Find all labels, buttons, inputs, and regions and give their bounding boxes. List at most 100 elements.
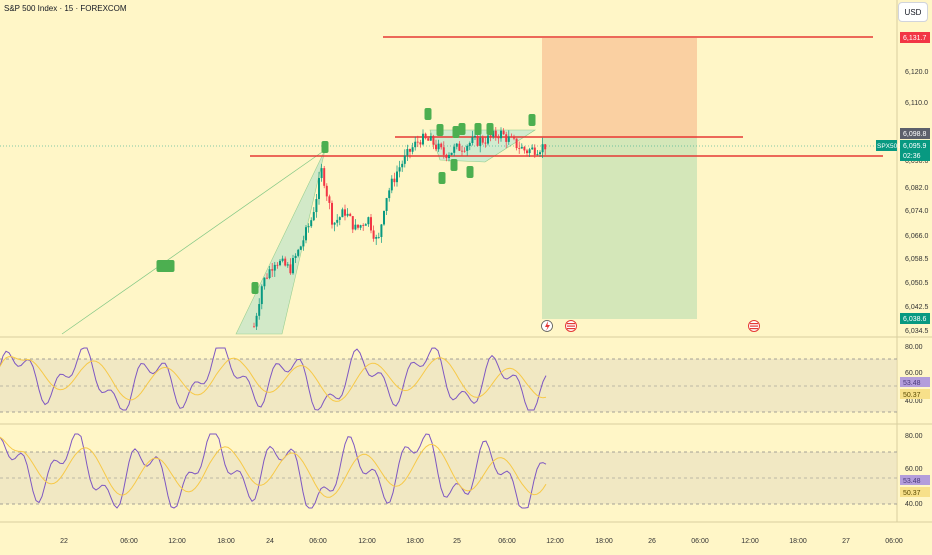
candle[interactable] [279, 260, 281, 266]
candle[interactable] [453, 146, 456, 153]
candle[interactable] [338, 217, 341, 220]
candle[interactable] [471, 137, 474, 144]
candle[interactable] [297, 249, 300, 256]
candle[interactable] [479, 137, 482, 146]
candle[interactable] [346, 213, 349, 216]
candle[interactable] [302, 240, 305, 247]
candle[interactable] [531, 147, 534, 150]
candle[interactable] [284, 258, 287, 266]
candle[interactable] [520, 146, 523, 149]
candle[interactable] [372, 230, 375, 239]
candle[interactable] [528, 149, 531, 154]
candle[interactable] [518, 148, 521, 149]
candle[interactable] [328, 196, 331, 203]
candle[interactable] [320, 168, 323, 179]
candle[interactable] [307, 226, 310, 228]
candle[interactable] [294, 255, 297, 258]
candle[interactable] [255, 315, 258, 327]
candle[interactable] [273, 264, 276, 271]
candle[interactable] [312, 212, 315, 221]
us-flag-event-icon[interactable] [748, 320, 760, 332]
candle[interactable] [539, 152, 541, 155]
candle[interactable] [458, 143, 461, 151]
candle[interactable] [474, 135, 476, 138]
candle[interactable] [281, 258, 284, 261]
candle[interactable] [354, 224, 357, 230]
candle[interactable] [463, 150, 466, 152]
candle[interactable] [390, 178, 393, 191]
candle[interactable] [260, 286, 263, 305]
candle[interactable] [383, 210, 385, 225]
rsi-axis-2[interactable]: 80.00 60.00 40.00 53.48 50.37 [900, 433, 930, 508]
price-axis[interactable]: 6,120.0 6,110.0 6,090.0 6,082.0 6,074.0 … [905, 69, 928, 335]
candle[interactable] [268, 269, 271, 279]
candle[interactable] [487, 135, 489, 144]
candle[interactable] [429, 136, 432, 141]
candle[interactable] [461, 150, 463, 152]
candle[interactable] [362, 225, 365, 226]
candle[interactable] [385, 198, 388, 211]
candle[interactable] [398, 167, 401, 172]
rsi-line-1[interactable] [0, 347, 547, 411]
candle[interactable] [271, 269, 274, 271]
candle[interactable] [466, 145, 469, 151]
rsi-ma-line-1[interactable] [0, 356, 547, 402]
candle[interactable] [396, 171, 398, 183]
candle[interactable] [437, 143, 440, 150]
rsi-line-2[interactable] [0, 433, 547, 509]
candle[interactable] [344, 209, 346, 216]
target-zone[interactable] [542, 38, 697, 138]
candle[interactable] [450, 152, 453, 155]
symbol-header[interactable]: S&P 500 Index · 15 · FOREXCOM [4, 4, 127, 13]
candle[interactable] [544, 144, 547, 150]
candle[interactable] [494, 130, 497, 137]
candle[interactable] [448, 154, 450, 159]
candle[interactable] [401, 163, 404, 168]
candle[interactable] [445, 154, 448, 159]
candle[interactable] [393, 178, 396, 183]
stop-zone[interactable] [542, 138, 697, 319]
candle[interactable] [526, 150, 528, 154]
candle[interactable] [380, 224, 383, 237]
candle[interactable] [435, 144, 437, 150]
candle[interactable] [510, 136, 513, 138]
candle[interactable] [440, 143, 443, 148]
candle[interactable] [359, 225, 362, 228]
currency-button[interactable]: USD [898, 2, 928, 22]
rsi-ma-line-2[interactable] [0, 436, 547, 498]
candle[interactable] [370, 217, 372, 231]
candle[interactable] [414, 141, 417, 148]
candle[interactable] [266, 277, 268, 279]
candle[interactable] [432, 136, 435, 145]
candle[interactable] [292, 257, 294, 274]
candle[interactable] [468, 143, 471, 146]
candle[interactable] [422, 133, 424, 145]
candle[interactable] [341, 209, 344, 218]
candle[interactable] [497, 136, 500, 139]
candle[interactable] [484, 142, 487, 144]
candle[interactable] [500, 130, 502, 139]
candle[interactable] [513, 137, 515, 139]
candle[interactable] [310, 220, 313, 227]
candle[interactable] [507, 136, 510, 142]
candle[interactable] [403, 155, 406, 164]
candle[interactable] [523, 146, 526, 151]
candle[interactable] [502, 130, 505, 135]
candle[interactable] [533, 147, 536, 155]
candle[interactable] [331, 202, 333, 225]
candle[interactable] [476, 135, 479, 146]
lightning-event-icon[interactable] [541, 320, 553, 332]
candle[interactable] [481, 137, 484, 143]
candle[interactable] [505, 134, 508, 142]
candle[interactable] [253, 326, 255, 328]
candle[interactable] [325, 185, 328, 197]
candle[interactable] [323, 168, 326, 186]
candle[interactable] [276, 264, 279, 266]
candle[interactable] [424, 133, 427, 139]
rsi-axis-1[interactable]: 80.00 60.00 40.00 53.48 50.37 [900, 344, 930, 405]
candle[interactable] [263, 277, 266, 287]
candle[interactable] [515, 138, 518, 149]
candle[interactable] [289, 264, 292, 274]
candle[interactable] [411, 147, 414, 152]
candle[interactable] [536, 154, 539, 155]
